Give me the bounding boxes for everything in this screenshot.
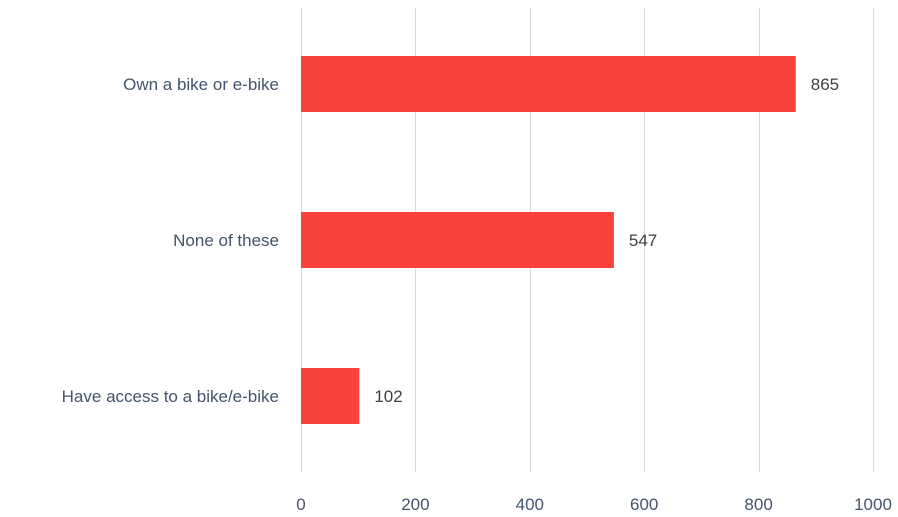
category-label: Have access to a bike/e-bike xyxy=(62,387,279,406)
bar xyxy=(301,56,796,112)
bar xyxy=(301,368,360,424)
bars xyxy=(301,56,796,424)
data-labels: 865 547 102 xyxy=(374,75,839,406)
bar xyxy=(301,212,614,268)
x-tick-label: 0 xyxy=(296,495,305,514)
category-label: None of these xyxy=(173,231,279,250)
data-label: 102 xyxy=(374,387,402,406)
category-labels: Own a bike or e-bike None of these Have ac… xyxy=(62,75,279,406)
category-label: Own a bike or e-bike xyxy=(123,75,279,94)
x-tick-label: 400 xyxy=(516,495,544,514)
x-tick-label: 200 xyxy=(401,495,429,514)
x-tick-label: 600 xyxy=(630,495,658,514)
x-tick-label: 800 xyxy=(744,495,772,514)
x-tick-label: 1000 xyxy=(854,495,892,514)
data-label: 547 xyxy=(629,231,657,250)
data-label: 865 xyxy=(811,75,839,94)
x-axis-tick-labels: 0 200 400 600 800 1000 xyxy=(296,495,892,514)
